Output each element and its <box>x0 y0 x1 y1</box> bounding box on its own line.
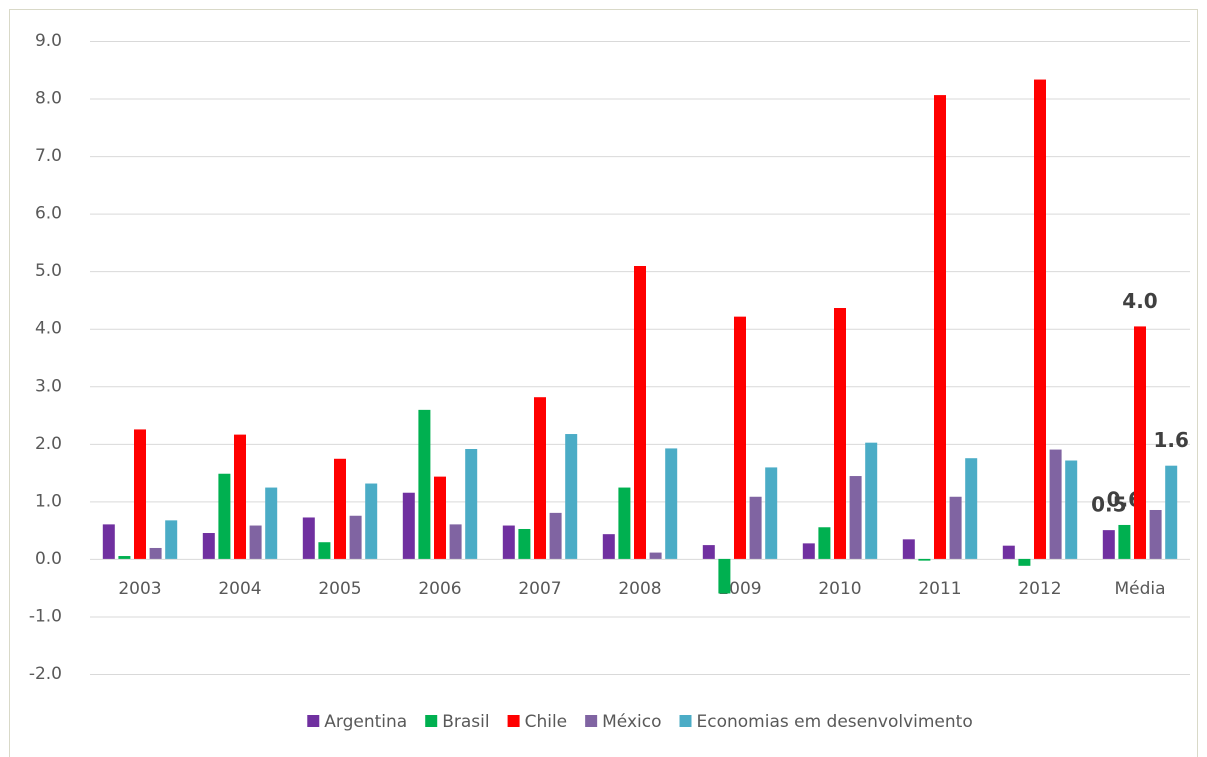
bar <box>165 520 178 559</box>
bar <box>834 308 846 559</box>
legend-label: Economias em desenvolvimento <box>697 712 973 732</box>
bar <box>302 517 315 559</box>
y-tick-label: 7.0 <box>35 146 62 166</box>
bar <box>1049 449 1062 559</box>
y-tick-label: 2.0 <box>35 434 62 454</box>
data-label: 0.5 <box>1091 493 1126 517</box>
legend-label: Brasil <box>442 712 489 732</box>
bar <box>818 527 831 559</box>
bar <box>902 539 915 559</box>
bar <box>349 515 362 559</box>
x-tick-label: 2006 <box>418 579 461 599</box>
x-tick-label: 2003 <box>118 579 161 599</box>
x-tick-label: 2008 <box>618 579 661 599</box>
y-tick-label: 6.0 <box>35 204 62 224</box>
legend-swatch <box>585 715 598 727</box>
bar <box>865 442 878 559</box>
bar <box>1149 509 1162 559</box>
bar <box>934 95 946 559</box>
bar <box>1002 545 1015 559</box>
legend-label: México <box>602 712 661 732</box>
y-tick-label: 0.0 <box>35 549 62 569</box>
bar <box>102 524 115 559</box>
bar <box>502 525 515 559</box>
legend-swatch <box>679 715 692 727</box>
bar <box>665 448 678 559</box>
y-tick-label: 3.0 <box>35 376 62 396</box>
x-tick-label: 2010 <box>818 579 861 599</box>
bar <box>965 458 978 559</box>
x-tick-label: Média <box>1114 579 1165 599</box>
legend-label: Argentina <box>324 712 407 732</box>
bar <box>218 473 231 559</box>
bar <box>849 476 862 559</box>
legend-label: Chile <box>525 712 568 732</box>
legend-swatch <box>307 715 320 727</box>
bar <box>118 556 131 559</box>
data-label: 1.6 <box>1153 428 1188 452</box>
y-tick-label: 8.0 <box>35 89 62 109</box>
bar <box>749 496 762 559</box>
x-tick-label: 2007 <box>518 579 561 599</box>
bar <box>249 525 262 559</box>
bar <box>565 434 578 559</box>
bar <box>449 524 462 559</box>
bar <box>434 476 446 559</box>
bar <box>149 547 162 559</box>
x-tick-label: 2012 <box>1018 579 1061 599</box>
y-tick-label: 4.0 <box>35 319 62 339</box>
bar <box>518 528 531 559</box>
bar <box>234 434 246 559</box>
bar <box>365 483 378 559</box>
bar <box>718 558 731 594</box>
bar <box>202 533 215 559</box>
bar <box>334 458 346 559</box>
bar <box>1018 558 1031 566</box>
bar <box>1134 326 1146 559</box>
legend-swatch <box>425 715 438 727</box>
bar <box>802 543 815 559</box>
bar <box>549 512 562 559</box>
legend-swatch <box>507 715 520 727</box>
bar <box>1118 524 1131 559</box>
bar <box>649 552 662 559</box>
bar <box>949 496 962 559</box>
bar <box>318 542 331 559</box>
bar <box>534 397 546 559</box>
bar <box>634 266 646 559</box>
bar <box>918 558 931 561</box>
bar <box>134 429 146 559</box>
bar <box>1102 530 1115 559</box>
chart-border <box>9 9 1198 757</box>
bar <box>765 467 778 559</box>
bar <box>618 487 631 559</box>
x-tick-label: 2011 <box>918 579 961 599</box>
y-tick-label: 1.0 <box>35 491 62 511</box>
bar <box>265 487 278 559</box>
bar <box>418 409 431 559</box>
bar <box>702 545 715 559</box>
bar <box>734 316 746 559</box>
x-tick-label: 2004 <box>218 579 261 599</box>
x-tick-label: 2005 <box>318 579 361 599</box>
y-tick-label: 9.0 <box>35 31 62 51</box>
bar <box>1034 79 1046 559</box>
y-tick-label: -2.0 <box>29 664 62 684</box>
y-tick-label: 5.0 <box>35 261 62 281</box>
data-label: 4.0 <box>1122 289 1157 313</box>
bar <box>602 534 615 559</box>
bar <box>465 448 478 559</box>
bar <box>1065 460 1078 559</box>
bar <box>1165 465 1178 559</box>
y-tick-label: -1.0 <box>29 606 62 626</box>
bar <box>402 492 415 559</box>
